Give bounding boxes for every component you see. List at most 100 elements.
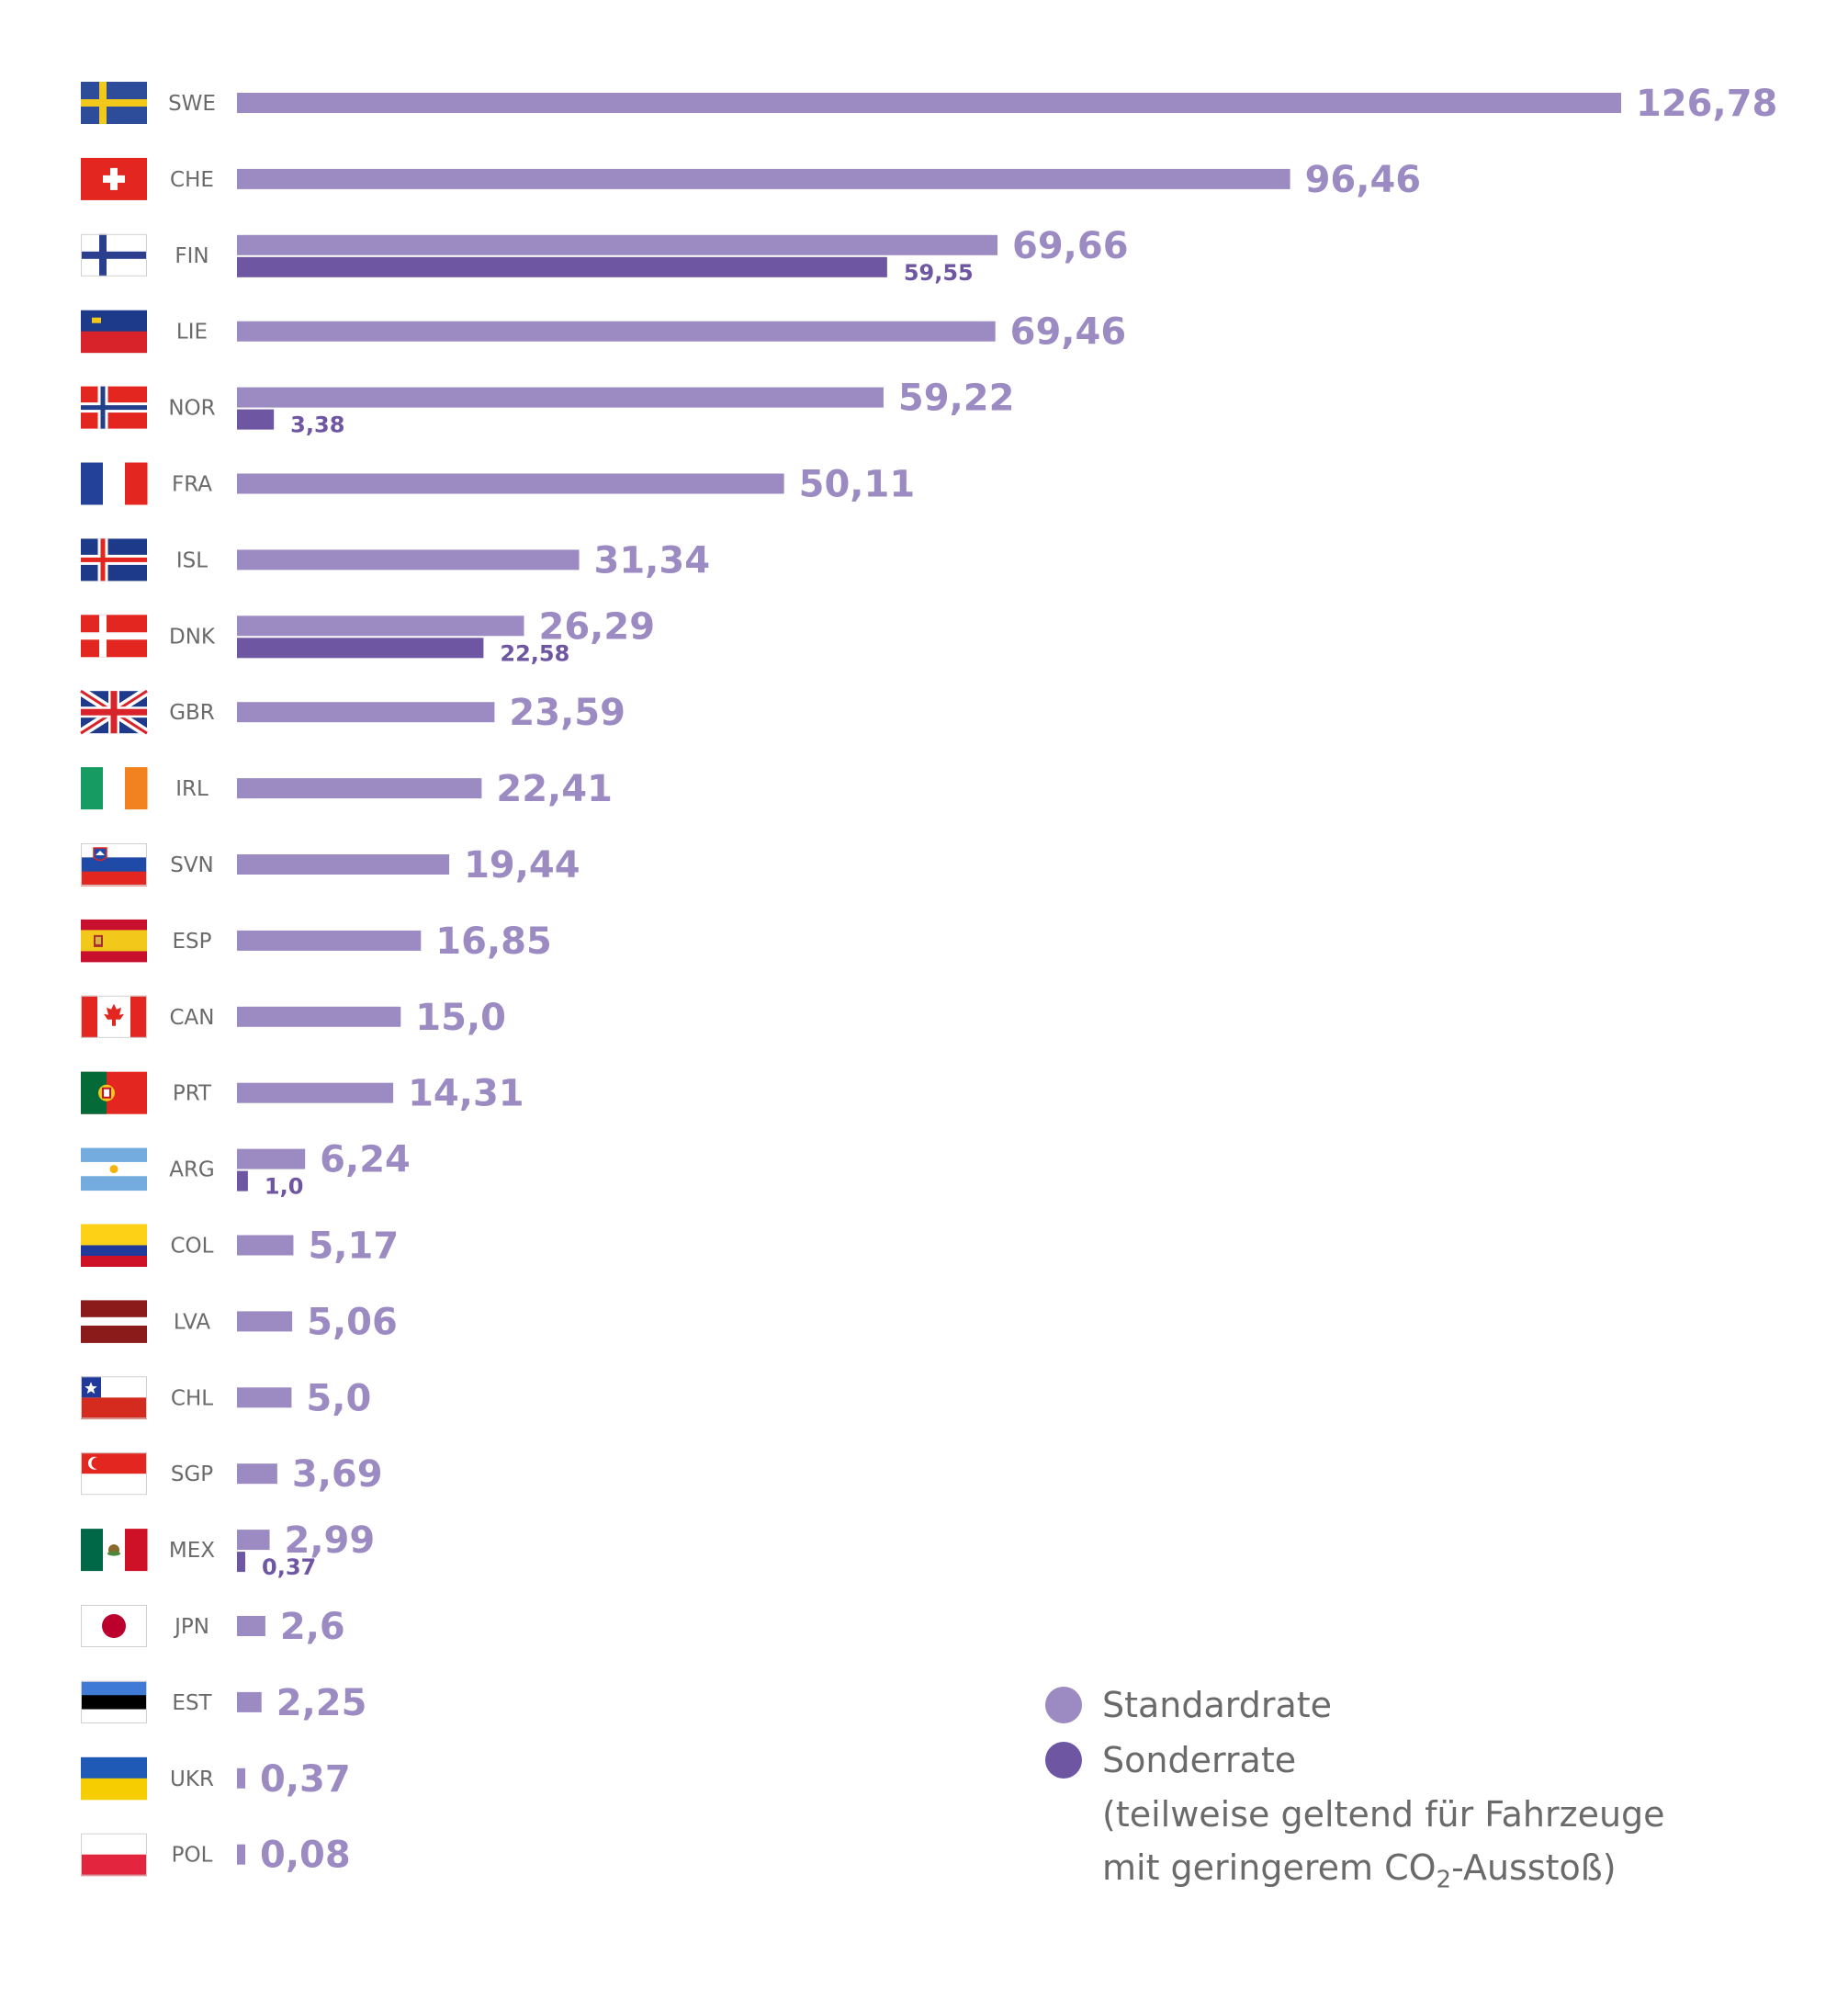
standard-bar: [237, 168, 1290, 189]
flag-sweden-icon: [81, 82, 147, 124]
standard-bar: [237, 1387, 292, 1408]
flag-liechtenstein-icon: [81, 310, 147, 354]
flag-chile-icon: [81, 1376, 147, 1419]
standard-bar: [237, 1463, 277, 1485]
standard-value-label: 19,44: [464, 844, 580, 887]
standard-value-label: 26,29: [539, 605, 656, 648]
country-code-label: SWE: [168, 92, 216, 116]
standard-bar: [237, 702, 495, 723]
flag-estonia-icon: [81, 1680, 147, 1724]
flag-spain-icon: [81, 919, 147, 963]
special-value-label: 0,37: [262, 1554, 316, 1580]
country-code-label: CAN: [170, 1006, 215, 1030]
legend-label-special: Sonderrate: [1102, 1740, 1297, 1780]
country-code-label: JPN: [173, 1615, 209, 1639]
country-code-label: COL: [171, 1235, 214, 1259]
flag-denmark-icon: [81, 615, 147, 658]
country-code-label: SVN: [170, 853, 214, 877]
legend-swatch-standard: [1045, 1687, 1082, 1723]
country-code-label: GBR: [169, 701, 215, 725]
legend-note-line-2-text: mit geringerem CO: [1102, 1847, 1437, 1888]
country-code-label: EST: [172, 1691, 212, 1715]
standard-value-label: 5,0: [306, 1377, 371, 1419]
country-code-label: LIE: [176, 321, 208, 344]
standard-bar: [237, 616, 524, 637]
standard-bar: [237, 854, 450, 875]
country-code-label: MEX: [169, 1539, 215, 1563]
country-code-label: CHL: [171, 1386, 213, 1410]
special-bar: [237, 1170, 248, 1191]
special-value-label: 1,0: [265, 1174, 304, 1200]
standard-value-label: 5,06: [307, 1301, 398, 1343]
flag-switzerland-icon: [81, 157, 147, 200]
flag-uk-icon: [78, 686, 150, 738]
flag-canada-icon: [81, 995, 147, 1038]
legend-note-line-1: (teilweise geltend für Fahrzeuge: [1102, 1794, 1665, 1835]
standard-value-label: 22,41: [496, 768, 613, 810]
country-code-label: ISL: [176, 548, 208, 572]
standard-value-label: 16,85: [435, 920, 552, 963]
standard-bar: [237, 1844, 245, 1865]
flag-japan-icon: [81, 1605, 147, 1647]
country-code-label: LVA: [174, 1310, 211, 1334]
standard-bar: [237, 549, 580, 570]
flag-poland-icon: [81, 1833, 147, 1877]
standard-bar: [237, 778, 482, 799]
standard-value-label: 0,37: [260, 1758, 351, 1801]
standard-value-label: 15,0: [415, 997, 506, 1039]
special-value-label: 59,55: [904, 260, 974, 286]
special-value-label: 3,38: [290, 412, 344, 438]
flag-mexico-icon: [81, 1529, 148, 1572]
standard-value-label: 3,69: [292, 1453, 383, 1496]
legend-item-standard: Standardrate: [1045, 1677, 1798, 1733]
standard-value-label: 2,6: [280, 1606, 345, 1648]
standard-bar: [237, 1767, 245, 1789]
standard-bar: [237, 1006, 401, 1027]
flag-france-icon: [81, 462, 148, 505]
standard-value-label: 50,11: [799, 464, 916, 506]
legend-item-special: Sonderrate: [1045, 1733, 1798, 1788]
country-code-label: FIN: [175, 244, 208, 268]
legend-swatch-special: [1045, 1742, 1082, 1779]
legend-note-line-2-end: -Ausstoß): [1451, 1847, 1617, 1888]
country-code-label: ESP: [172, 930, 211, 954]
standard-bar: [237, 234, 998, 255]
legend-label-standard: Standardrate: [1102, 1685, 1333, 1725]
standard-bar: [237, 1235, 294, 1256]
standard-bar: [237, 473, 784, 494]
special-bar: [237, 409, 275, 430]
standard-value-label: 59,22: [898, 378, 1015, 420]
standard-value-label: 6,24: [320, 1139, 411, 1181]
special-bar: [237, 638, 484, 659]
flag-ireland-icon: [81, 767, 148, 810]
standard-bar: [237, 1148, 306, 1169]
flag-norway-icon: [81, 386, 147, 429]
standard-bar: [237, 1082, 394, 1103]
country-code-label: UKR: [170, 1767, 214, 1791]
country-code-label: CHE: [170, 168, 214, 192]
standard-bar: [237, 1530, 270, 1551]
special-bar: [237, 1552, 245, 1573]
flag-latvia-icon: [81, 1300, 147, 1343]
flag-portugal-icon: [81, 1071, 147, 1114]
standard-bar: [237, 930, 422, 951]
standard-value-label: 5,17: [308, 1225, 399, 1268]
flag-iceland-icon: [81, 538, 147, 582]
standard-value-label: 126,78: [1636, 83, 1777, 125]
standard-value-label: 2,99: [285, 1519, 376, 1562]
legend-note-line-2: mit geringerem CO2-Ausstoß): [1102, 1841, 1798, 1907]
country-code-label: POL: [172, 1844, 213, 1868]
flag-finland-icon: [81, 233, 147, 277]
flag-colombia-icon: [81, 1224, 147, 1267]
standard-bar: [237, 1311, 293, 1332]
country-code-label: ARG: [169, 1158, 215, 1182]
standard-value-label: 69,46: [1010, 311, 1127, 354]
standard-value-label: 0,08: [260, 1835, 351, 1877]
legend-note-subscript: 2: [1436, 1866, 1452, 1894]
standard-value-label: 96,46: [1305, 159, 1422, 201]
flag-argentina-icon: [81, 1147, 147, 1191]
country-code-label: FRA: [172, 473, 212, 497]
standard-value-label: 31,34: [594, 539, 711, 582]
country-code-label: IRL: [175, 777, 208, 801]
standard-bar: [237, 1616, 265, 1636]
